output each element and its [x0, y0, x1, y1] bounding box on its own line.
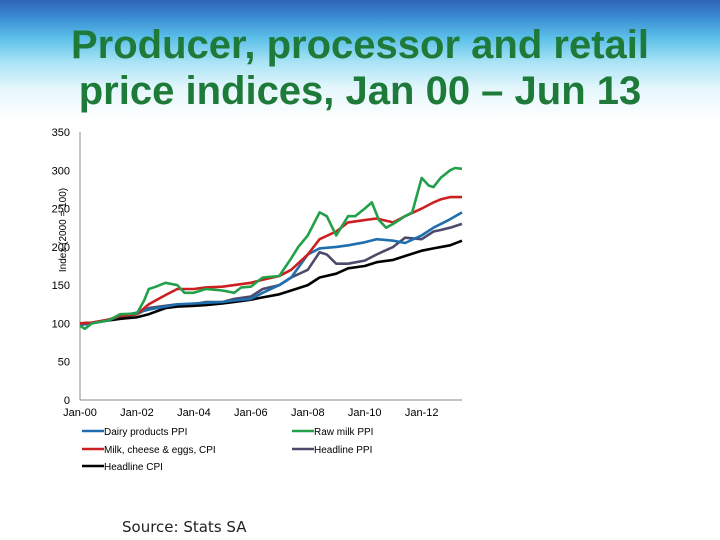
title-banner: [0, 0, 720, 140]
y-axis-label: Index (2000 = 100): [58, 188, 69, 272]
series-line-headline-ppi: [79, 222, 463, 325]
y-ticks: 0 50 100 150 200 250 300 350: [52, 127, 70, 407]
legend-label: Headline CPI: [104, 462, 163, 473]
x-tick-label: Jan-02: [120, 407, 154, 419]
y-tick-label: 150: [52, 280, 70, 292]
y-tick-label: 300: [52, 165, 70, 177]
x-tick-label: Jan-12: [405, 407, 439, 419]
legend-item: Dairy products PPI: [82, 427, 187, 438]
source-note: Source: Stats SA: [122, 518, 247, 536]
x-tick-label: Jan-04: [177, 407, 211, 419]
x-tick-label: Jan-00: [63, 407, 97, 419]
legend-item: Milk, cheese & eggs, CPI: [82, 445, 216, 456]
legend-item: Headline PPI: [292, 445, 372, 456]
legend-label: Headline PPI: [314, 445, 372, 456]
legend-item: Headline CPI: [82, 462, 163, 473]
legend-label: Milk, cheese & eggs, CPI: [104, 445, 216, 456]
series-line-dairy-products-ppi: [79, 211, 463, 327]
y-tick-label: 350: [52, 127, 70, 139]
y-tick-label: 250: [52, 204, 70, 216]
legend-item: Raw milk PPI: [292, 427, 373, 438]
series-line-headline-cpi: [79, 239, 463, 325]
x-tick-label: Jan-10: [348, 407, 382, 419]
y-tick-label: 50: [58, 357, 70, 369]
x-ticks: Jan-00 Jan-02 Jan-04 Jan-06 Jan-08 Jan-10 Jan-…: [63, 407, 438, 419]
legend-label: Dairy products PPI: [104, 427, 187, 438]
y-tick-label: 200: [52, 242, 70, 254]
x-tick-label: Jan-08: [291, 407, 325, 419]
legend-label: Raw milk PPI: [314, 427, 373, 438]
slide-title: Producer, processor and retail price ind…: [40, 22, 680, 114]
legend: Dairy products PPI Raw milk PPI Milk, chee…: [82, 427, 373, 473]
y-tick-label: 0: [64, 395, 70, 407]
y-tick-label: 100: [52, 318, 70, 330]
x-tick-label: Jan-06: [234, 407, 268, 419]
title-line-2: price indices, Jan 00 – Jun 13: [78, 69, 642, 113]
series-line-raw-milk-ppi: [79, 166, 463, 331]
series-lines: [79, 166, 463, 331]
title-line-1: Producer, processor and retail: [71, 23, 649, 67]
